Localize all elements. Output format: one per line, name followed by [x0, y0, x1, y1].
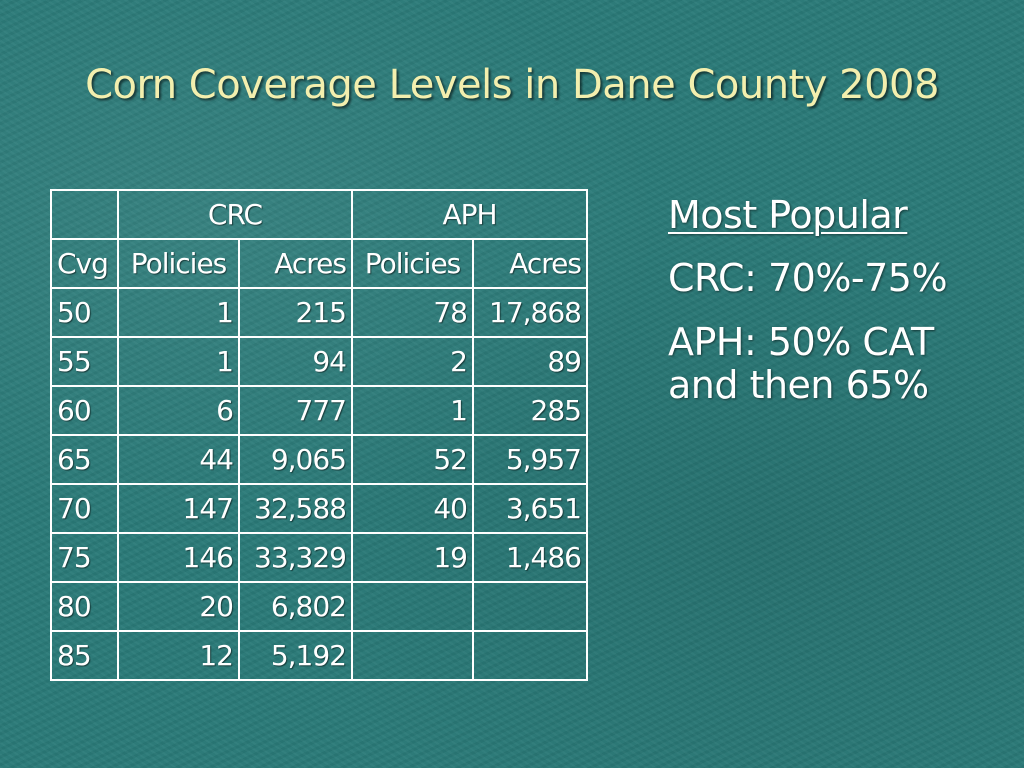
crc-acres-cell: 94 [238, 336, 353, 387]
aph-policies-cell: 78 [351, 287, 474, 338]
aph-policies-cell: 2 [351, 336, 474, 387]
table-row: 85 12 5,192 [50, 630, 588, 681]
crc-acres-cell: 215 [238, 287, 353, 338]
crc-acres-cell: 777 [238, 385, 353, 436]
crc-acres-cell: 32,588 [238, 483, 353, 534]
aph-policies-cell [351, 630, 474, 681]
aph-acres-cell: 5,957 [472, 434, 588, 485]
table-corner-cell [50, 189, 119, 240]
aph-policies-cell [351, 581, 474, 632]
aph-policies-cell: 19 [351, 532, 474, 583]
group-header-crc: CRC [117, 189, 353, 240]
crc-acres-cell: 9,065 [238, 434, 353, 485]
crc-acres-cell: 6,802 [238, 581, 353, 632]
column-header-crc-policies: Policies [117, 238, 240, 289]
table-group-header-row: CRC APH [50, 189, 588, 240]
cvg-cell: 85 [50, 630, 119, 681]
crc-policies-cell: 44 [117, 434, 240, 485]
crc-policies-cell: 1 [117, 287, 240, 338]
table-row: 60 6 777 1 285 [50, 385, 588, 436]
crc-acres-cell: 5,192 [238, 630, 353, 681]
column-header-crc-acres: Acres [238, 238, 353, 289]
group-header-aph: APH [351, 189, 588, 240]
table-row: 80 20 6,802 [50, 581, 588, 632]
aph-acres-cell: 89 [472, 336, 588, 387]
column-header-aph-acres: Acres [472, 238, 588, 289]
crc-policies-cell: 12 [117, 630, 240, 681]
aph-policies-cell: 40 [351, 483, 474, 534]
crc-acres-cell: 33,329 [238, 532, 353, 583]
column-header-cvg: Cvg [50, 238, 119, 289]
cvg-cell: 70 [50, 483, 119, 534]
aph-acres-cell: 17,868 [472, 287, 588, 338]
table-row: 70 147 32,588 40 3,651 [50, 483, 588, 534]
cvg-cell: 55 [50, 336, 119, 387]
crc-policies-cell: 6 [117, 385, 240, 436]
cvg-cell: 75 [50, 532, 119, 583]
crc-policies-cell: 1 [117, 336, 240, 387]
crc-policies-cell: 146 [117, 532, 240, 583]
aph-policies-cell: 52 [351, 434, 474, 485]
cvg-cell: 80 [50, 581, 119, 632]
aph-acres-cell: 285 [472, 385, 588, 436]
crc-note: CRC: 70%-75% [668, 256, 948, 301]
aph-acres-cell [472, 630, 588, 681]
most-popular-notes: Most Popular CRC: 70%-75% APH: 50% CAT a… [668, 193, 1013, 427]
cvg-cell: 60 [50, 385, 119, 436]
aph-acres-cell [472, 581, 588, 632]
cvg-cell: 50 [50, 287, 119, 338]
table-row: 75 146 33,329 19 1,486 [50, 532, 588, 583]
crc-policies-cell: 20 [117, 581, 240, 632]
aph-acres-cell: 1,486 [472, 532, 588, 583]
aph-note: APH: 50% CAT and then 65% [668, 319, 934, 407]
table-row: 55 1 94 2 89 [50, 336, 588, 387]
table-row: 65 44 9,065 52 5,957 [50, 434, 588, 485]
aph-policies-cell: 1 [351, 385, 474, 436]
crc-policies-cell: 147 [117, 483, 240, 534]
most-popular-heading: Most Popular [668, 193, 908, 237]
table-column-header-row: Cvg Policies Acres Policies Acres [50, 238, 588, 289]
cvg-cell: 65 [50, 434, 119, 485]
aph-acres-cell: 3,651 [472, 483, 588, 534]
column-header-aph-policies: Policies [351, 238, 474, 289]
table-row: 50 1 215 78 17,868 [50, 287, 588, 338]
coverage-table: CRC APH Cvg Policies Acres Policies Acre… [50, 189, 588, 681]
slide-title: Corn Coverage Levels in Dane County 2008 [85, 62, 939, 108]
